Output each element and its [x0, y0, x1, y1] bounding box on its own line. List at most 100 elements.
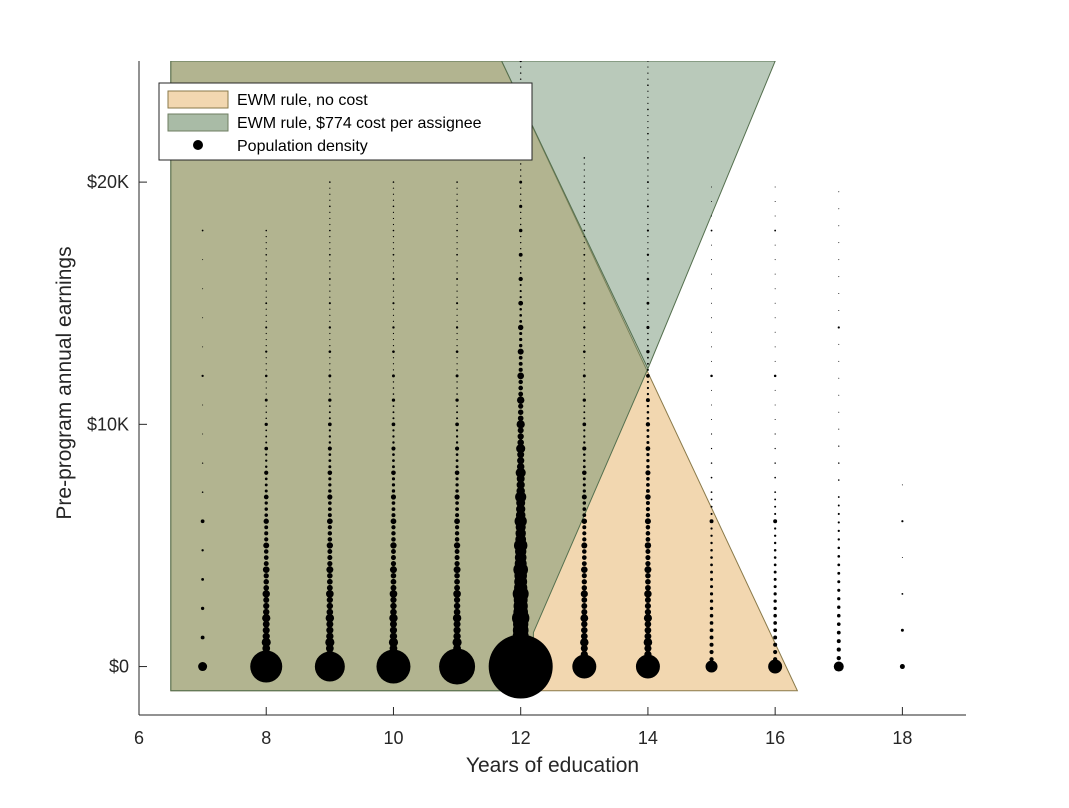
density-point [518, 403, 524, 409]
density-point [326, 566, 334, 574]
density-point [838, 343, 840, 345]
density-point [391, 477, 396, 481]
density-point [455, 513, 460, 518]
density-point [582, 501, 587, 505]
density-point [265, 411, 267, 413]
density-point [456, 248, 458, 250]
density-point [329, 242, 331, 244]
density-point [837, 479, 840, 481]
density-point [453, 602, 461, 610]
density-point [833, 661, 844, 672]
density-point [328, 398, 332, 402]
density-point [519, 290, 522, 293]
density-point [202, 433, 204, 435]
density-point [647, 344, 649, 347]
density-point [519, 223, 522, 226]
density-point [454, 531, 460, 536]
density-point [645, 525, 651, 530]
density-point [392, 242, 395, 244]
density-point [647, 127, 649, 129]
density-point [710, 462, 713, 464]
density-point [456, 387, 458, 389]
density-point [583, 363, 585, 365]
density-point [583, 236, 585, 238]
density-point [838, 309, 840, 311]
density-point [901, 592, 904, 595]
x-tick-label: 6 [134, 728, 144, 748]
density-point [583, 242, 585, 244]
density-point [265, 326, 268, 329]
density-point [456, 393, 458, 395]
density-point [456, 242, 458, 244]
density-point [328, 278, 331, 280]
density-point [647, 145, 649, 147]
density-point [647, 114, 649, 117]
density-point [774, 462, 776, 464]
density-point [647, 151, 649, 153]
density-point [390, 602, 397, 610]
density-point [581, 561, 587, 567]
density-point [262, 644, 271, 653]
density-point [645, 446, 651, 451]
density-point [265, 345, 267, 347]
density-point [517, 457, 525, 465]
density-point [519, 331, 523, 336]
density-point [774, 404, 776, 406]
density-point [581, 555, 587, 560]
density-point [518, 391, 524, 397]
density-column-11 [439, 181, 476, 685]
density-point [647, 139, 649, 141]
density-point [329, 308, 331, 310]
density-point [519, 61, 522, 63]
density-point [647, 248, 649, 250]
density-point [264, 422, 268, 426]
density-point [329, 314, 331, 316]
density-point [392, 417, 395, 420]
density-point [455, 326, 459, 329]
density-point [647, 272, 649, 274]
density-point [388, 637, 399, 647]
density-point [582, 513, 587, 518]
density-point [202, 346, 204, 348]
density-point [389, 613, 398, 623]
density-point [646, 483, 650, 487]
density-point [327, 531, 333, 536]
density-point [837, 496, 840, 498]
density-point [265, 453, 268, 456]
density-point [645, 501, 650, 506]
density-point [392, 205, 395, 208]
density-point [838, 191, 840, 193]
density-point [265, 290, 267, 292]
density-point [645, 560, 651, 567]
x-tick-label: 8 [261, 728, 271, 748]
density-point [646, 301, 650, 305]
density-point [328, 405, 331, 408]
density-point [709, 599, 714, 603]
density-point [392, 199, 395, 201]
density-point [456, 345, 458, 347]
density-point [710, 498, 713, 501]
density-point [518, 276, 523, 282]
density-point [645, 470, 651, 476]
density-point [456, 253, 458, 256]
density-point [265, 272, 267, 274]
density-point [837, 529, 840, 533]
density-point [774, 244, 776, 246]
density-point [645, 422, 651, 427]
density-point [326, 632, 334, 640]
density-point [455, 459, 459, 463]
density-point [647, 163, 649, 165]
density-point [327, 470, 333, 476]
density-points-layer [198, 61, 905, 699]
density-point [646, 404, 650, 408]
density-point [519, 193, 522, 195]
density-point [580, 644, 588, 652]
density-point [392, 260, 395, 262]
legend: EWM rule, no cost EWM rule, $774 cost per… [158, 82, 533, 161]
density-point [265, 338, 267, 341]
density-point [392, 236, 395, 238]
density-point [265, 253, 268, 256]
density-point [583, 417, 586, 420]
density-point [328, 453, 332, 456]
density-point [709, 657, 714, 662]
